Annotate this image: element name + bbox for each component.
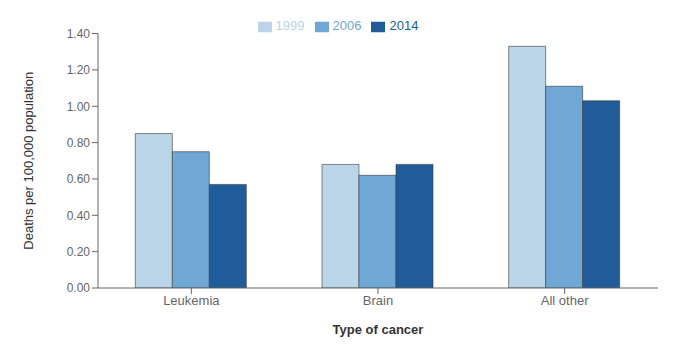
svg-text:0.20: 0.20 bbox=[67, 245, 91, 259]
svg-text:Deaths per 100,000 population: Deaths per 100,000 population bbox=[21, 72, 36, 250]
svg-text:1.00: 1.00 bbox=[67, 100, 91, 114]
svg-text:0.00: 0.00 bbox=[67, 281, 91, 295]
svg-text:Type of cancer: Type of cancer bbox=[333, 322, 424, 337]
svg-text:0.80: 0.80 bbox=[67, 136, 91, 150]
svg-text:0.60: 0.60 bbox=[67, 172, 91, 186]
svg-text:Brain: Brain bbox=[363, 293, 393, 308]
svg-text:Leukemia: Leukemia bbox=[163, 293, 220, 308]
svg-text:0.40: 0.40 bbox=[67, 209, 91, 223]
svg-text:1.40: 1.40 bbox=[67, 27, 91, 41]
html-text:1999: 1999 bbox=[275, 18, 305, 33]
svg-text:All other: All other bbox=[541, 293, 589, 308]
html-text:2006: 2006 bbox=[332, 18, 362, 33]
svg-text:1.20: 1.20 bbox=[67, 63, 91, 77]
html-text:2014: 2014 bbox=[389, 18, 419, 33]
